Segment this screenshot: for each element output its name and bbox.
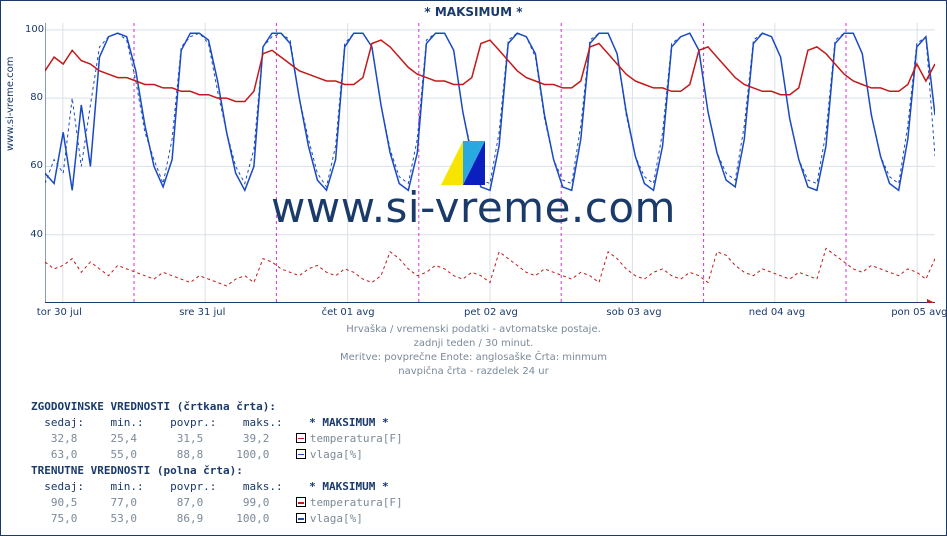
x-tick-label: čet 01 avg [322, 307, 375, 318]
table-row: 75,0 53,0 86,9 100,0 vlaga[%] [31, 511, 403, 527]
x-tick-label: ned 04 avg [749, 307, 805, 318]
y-tick-label: 40 [25, 229, 43, 240]
subtitle-line-3: Meritve: povprečne Enote: anglosaške Črt… [1, 351, 946, 365]
watermark-logo-icon [441, 141, 485, 185]
table-row: 90,5 77,0 87,0 99,0 temperatura[F] [31, 495, 403, 511]
table-header: TRENUTNE VREDNOSTI (polna črta): [31, 463, 403, 479]
table-columns: sedaj: min.: povpr.: maks.: * MAKSIMUM * [31, 479, 403, 495]
table-row: 63,0 55,0 88,8 100,0 vlaga[%] [31, 447, 403, 463]
chart-svg [45, 23, 935, 303]
subtitle-line-4: navpična črta - razdelek 24 ur [1, 365, 946, 379]
legend-label: vlaga[%] [310, 512, 363, 525]
y-axis-side-label: www.si-vreme.com [5, 56, 16, 151]
value-tables: ZGODOVINSKE VREDNOSTI (črtkana črta): se… [31, 399, 403, 527]
legend-swatch-icon [296, 449, 306, 459]
x-tick-label: pet 02 avg [464, 307, 518, 318]
legend-swatch-icon [296, 497, 306, 507]
y-tick-label: 80 [25, 92, 43, 103]
x-tick-label: sob 03 avg [606, 307, 661, 318]
table-header: ZGODOVINSKE VREDNOSTI (črtkana črta): [31, 399, 403, 415]
subtitle-block: Hrvaška / vremenski podatki - avtomatske… [1, 323, 946, 379]
chart-title: * MAKSIMUM * [1, 5, 946, 19]
y-tick-label: 100 [25, 24, 43, 35]
legend-label: temperatura[F] [310, 432, 403, 445]
watermark-text: www.si-vreme.com [271, 183, 676, 232]
x-tick-label: pon 05 avg [891, 307, 947, 318]
table-columns: sedaj: min.: povpr.: maks.: * MAKSIMUM * [31, 415, 403, 431]
x-tick-label: sre 31 jul [179, 307, 225, 318]
plot-area [45, 23, 935, 303]
legend-label: vlaga[%] [310, 448, 363, 461]
legend-swatch-icon [296, 513, 306, 523]
legend-label: temperatura[F] [310, 496, 403, 509]
table-row: 32,8 25,4 31,5 39,2 temperatura[F] [31, 431, 403, 447]
x-tick-label: tor 30 jul [37, 307, 82, 318]
subtitle-line-1: Hrvaška / vremenski podatki - avtomatske… [1, 323, 946, 337]
y-tick-label: 60 [25, 160, 43, 171]
subtitle-line-2: zadnji teden / 30 minut. [1, 337, 946, 351]
legend-swatch-icon [296, 433, 306, 443]
